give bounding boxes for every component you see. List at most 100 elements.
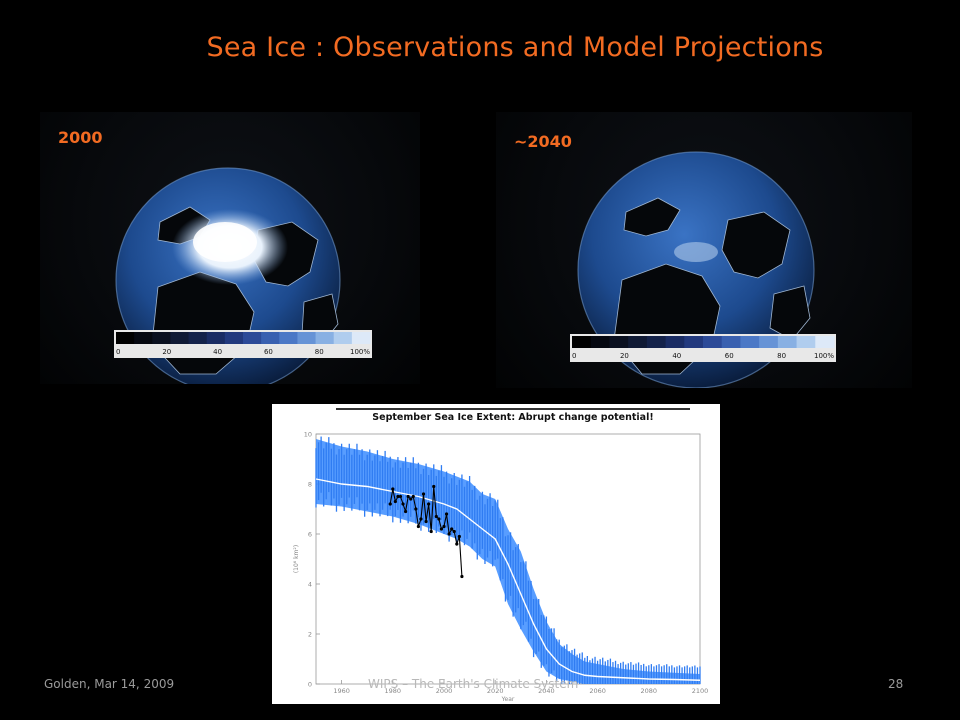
arctic-globe-icon: 0 20 40 60 80 100% bbox=[570, 151, 836, 388]
y-tick-label: 6 bbox=[308, 531, 312, 539]
colorbar-swatch bbox=[170, 332, 190, 344]
colorbar-swatch bbox=[646, 336, 667, 348]
y-tick-label: 0 bbox=[308, 681, 312, 689]
observation-point bbox=[450, 527, 454, 531]
observation-point bbox=[429, 529, 433, 534]
y-tick-label: 4 bbox=[308, 581, 312, 589]
colorbar-right: 0 20 40 60 80 100% bbox=[570, 334, 836, 362]
colorbar-swatch bbox=[134, 332, 153, 344]
colorbar-swatch bbox=[684, 336, 704, 348]
colorbar-swatch bbox=[279, 332, 298, 344]
x-tick-label: 2080 bbox=[641, 687, 658, 695]
observation-point bbox=[388, 502, 392, 506]
colorbar-swatch bbox=[152, 332, 171, 344]
observation-point bbox=[424, 519, 428, 524]
slide-title: Sea Ice : Observations and Model Project… bbox=[206, 32, 824, 63]
colorbar-tick-label: 100% bbox=[814, 352, 834, 360]
y-tick-label: 10 bbox=[304, 431, 312, 439]
observation-point bbox=[442, 524, 446, 529]
observation-point bbox=[414, 507, 418, 511]
plot-frame bbox=[315, 433, 701, 685]
y-tick-label: 8 bbox=[308, 481, 312, 489]
colorbar-swatch bbox=[740, 336, 760, 348]
model-mean-line bbox=[315, 478, 701, 681]
colorbar-tick-label: 0 bbox=[116, 348, 120, 356]
map-year-label-2000: 2000 bbox=[58, 128, 103, 147]
x-axis-label: Year bbox=[501, 696, 515, 703]
colorbar-swatch bbox=[315, 332, 335, 344]
x-tick-label: 2000 bbox=[436, 687, 453, 695]
colorbar-swatch bbox=[721, 336, 741, 348]
observation-point bbox=[393, 499, 397, 504]
x-tick-label: 2040 bbox=[538, 687, 555, 695]
colorbar-tick-label: 80 bbox=[315, 348, 324, 356]
x-tick-label: 1960 bbox=[333, 687, 350, 695]
colorbar-swatch bbox=[224, 332, 244, 344]
observation-point bbox=[421, 492, 426, 496]
footer-page-number: 28 bbox=[888, 677, 904, 691]
observation-point bbox=[432, 484, 436, 489]
colorbar-tick-label: 60 bbox=[264, 348, 273, 356]
footer-date: Golden, Mar 14, 2009 bbox=[44, 677, 175, 691]
observation-point bbox=[404, 509, 408, 514]
y-axis-label: (10⁶ km²) bbox=[293, 545, 300, 573]
x-tick-label: 1980 bbox=[385, 687, 402, 695]
colorbar-tick-label: 80 bbox=[777, 352, 786, 360]
observation-point bbox=[398, 494, 403, 499]
observation-point bbox=[416, 524, 420, 529]
observation-point bbox=[427, 502, 431, 506]
colorbar-tick-label: 40 bbox=[672, 352, 681, 360]
colorbar-tick-label: 20 bbox=[162, 348, 171, 356]
x-tick-label: 2060 bbox=[589, 687, 606, 695]
chart-title: September Sea Ice Extent: Abrupt change … bbox=[336, 408, 690, 423]
map-year-label-2040: ~2040 bbox=[514, 132, 572, 151]
colorbar-swatch bbox=[703, 336, 723, 348]
observation-point bbox=[437, 517, 441, 521]
colorbar-swatch bbox=[759, 336, 779, 348]
colorbar-swatch bbox=[351, 332, 371, 344]
observation-point bbox=[444, 512, 449, 516]
sea-ice-map-2000: 0 20 40 60 80 100% 2000 bbox=[40, 112, 420, 384]
observation-point bbox=[411, 494, 415, 499]
observation-point bbox=[452, 529, 456, 534]
footer-course: WIPS – The Earth's Climate System bbox=[368, 677, 579, 691]
colorbar-swatch bbox=[261, 332, 280, 344]
observation-point bbox=[457, 534, 461, 539]
colorbar-tick-label: 20 bbox=[620, 352, 629, 360]
observation-point bbox=[409, 497, 413, 501]
colorbar-left: 0 20 40 60 80 100% bbox=[114, 330, 372, 358]
colorbar-tick-label: 0 bbox=[572, 352, 576, 360]
colorbar-swatch bbox=[590, 336, 610, 348]
observation-point bbox=[439, 527, 444, 531]
colorbar-swatch bbox=[206, 332, 226, 344]
colorbar-tick-label: 100% bbox=[350, 348, 370, 356]
sea-ice-map-2040: 0 20 40 60 80 100% ~2040 bbox=[496, 112, 912, 388]
observation-point bbox=[447, 532, 451, 536]
colorbar-swatch bbox=[796, 336, 816, 348]
colorbar-swatch bbox=[777, 336, 798, 348]
colorbar-swatch bbox=[609, 336, 629, 348]
colorbar-swatch bbox=[116, 332, 135, 344]
observation-point bbox=[460, 574, 464, 579]
observation-point bbox=[419, 517, 423, 521]
observation-point bbox=[401, 502, 405, 506]
colorbar-swatch bbox=[188, 332, 208, 344]
colorbar-tick-label: 60 bbox=[725, 352, 734, 360]
sea-ice-extent-chart: September Sea Ice Extent: Abrupt change … bbox=[272, 404, 720, 704]
colorbar-swatch bbox=[665, 336, 685, 348]
colorbar-swatch bbox=[628, 336, 648, 348]
observation-point bbox=[396, 494, 400, 499]
x-tick-label: 2100 bbox=[692, 687, 709, 695]
arctic-globe-icon: 0 20 40 60 80 100% bbox=[114, 167, 372, 384]
colorbar-swatch bbox=[815, 336, 835, 348]
observation-point bbox=[455, 542, 459, 546]
observation-point bbox=[391, 487, 395, 491]
chart-plot: 0 2 4 6 8 10 1960 1980 2000 2020 2040 2060 2080 2100 (… bbox=[293, 431, 709, 704]
colorbar-tick-label: 40 bbox=[213, 348, 222, 356]
observation-point bbox=[434, 514, 438, 519]
colorbar-swatch bbox=[297, 332, 317, 344]
colorbar-swatch bbox=[333, 332, 353, 344]
y-tick-label: 2 bbox=[308, 631, 312, 639]
colorbar-swatch bbox=[243, 332, 262, 344]
x-tick-label: 2020 bbox=[487, 687, 504, 695]
